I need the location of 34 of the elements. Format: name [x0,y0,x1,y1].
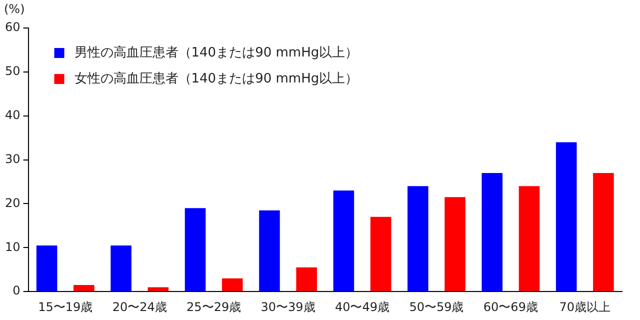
legend-label: 女性の高血圧患者（140または90 mmHg以上） [74,70,358,86]
x-tick-label: 30〜39歳 [260,300,316,314]
x-tick-label: 60〜69歳 [483,300,538,314]
bar [184,208,206,292]
x-tick-label: 50〜59歳 [409,300,464,314]
bar [222,278,243,292]
bar [296,267,317,292]
bar [36,245,58,292]
y-tick-label: 10 [4,240,20,254]
y-tick-label: 20 [4,196,20,210]
bar [593,172,614,292]
y-tick-label: 30 [4,152,20,166]
y-tick-label: 50 [4,64,20,78]
x-tick-label: 40〜49歳 [334,300,390,314]
bar [259,210,280,292]
bar [518,186,540,292]
bar [370,216,392,292]
y-axis-title: (%) [4,2,25,16]
bar [333,190,354,292]
x-tick-label: 15〜19歳 [38,300,93,314]
bar [408,186,428,292]
bar [482,172,503,292]
x-tick-label: 25〜29歳 [186,300,242,314]
y-tick-label: 40 [4,108,20,122]
x-tick-label: 70歳以上 [559,300,611,314]
legend-label: 男性の高血圧患者（140または90 mmHg以上） [74,44,358,60]
bar [74,285,94,292]
bar [556,142,577,292]
bar [110,245,132,292]
bar [444,197,466,292]
bar [148,287,169,292]
y-tick-label: 60 [4,20,20,34]
y-tick-label: 0 [12,284,20,298]
x-tick-label: 20〜24歳 [112,300,167,314]
